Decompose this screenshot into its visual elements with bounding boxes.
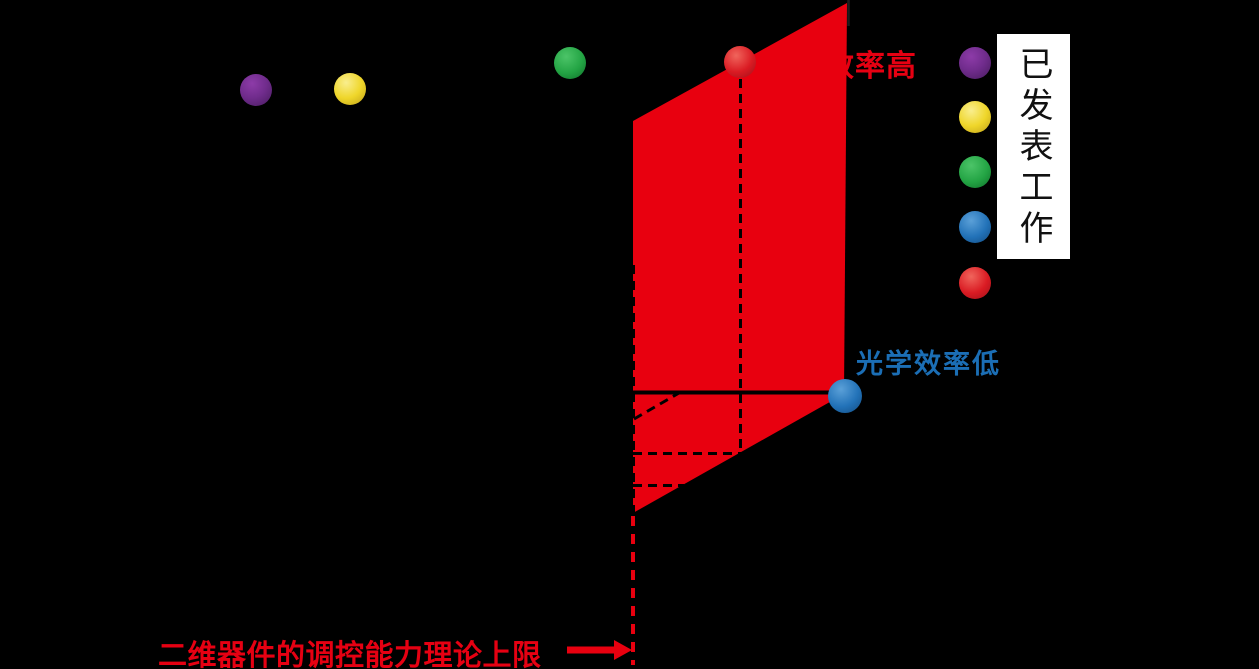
data-point-yellow — [334, 73, 366, 105]
label-optical-efficiency-low: 光学效率低 — [856, 349, 1001, 380]
limit-arrow — [567, 640, 632, 660]
data-point-red — [724, 46, 756, 78]
data-point-green — [554, 47, 586, 79]
data-point-purple — [240, 74, 272, 106]
data-point-blue — [828, 379, 862, 413]
red-capability-plane — [633, 3, 847, 513]
label-limit-caption: 二维器件的调控能力理论上限 — [158, 638, 542, 669]
guide-dashed-diagonal — [633, 391, 680, 421]
limit-arrow-head — [614, 640, 632, 660]
